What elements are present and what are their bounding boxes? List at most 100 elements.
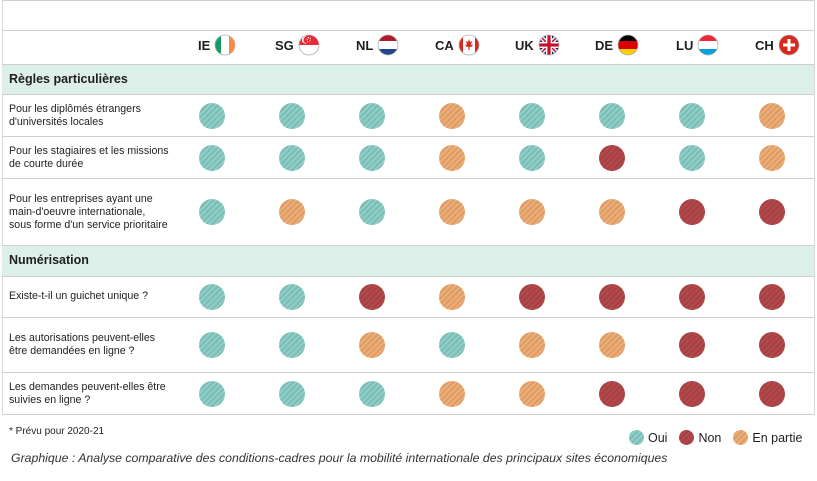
legend-dot-oui — [629, 430, 644, 445]
status-dot-non-lu — [679, 332, 705, 358]
country-header-sg: SG — [275, 31, 321, 59]
status-dot-oui-nl — [359, 381, 385, 407]
status-dot-oui-nl — [359, 199, 385, 225]
status-dot-partie-de — [599, 332, 625, 358]
country-header-uk: UK — [515, 31, 561, 59]
status-dot-non-lu — [679, 381, 705, 407]
status-dot-oui-lu — [679, 145, 705, 171]
status-dot-non-ch — [759, 284, 785, 310]
legend-item-partie: En partie — [733, 430, 802, 445]
status-dot-non-de — [599, 381, 625, 407]
netherlands-flag-icon — [377, 34, 399, 56]
status-dot-partie-ch — [759, 145, 785, 171]
row-border — [2, 414, 814, 415]
status-dot-partie-de — [599, 199, 625, 225]
legend-dot-non — [679, 430, 695, 445]
united-kingdom-flag-icon — [538, 34, 560, 56]
legend-label: En partie — [752, 430, 803, 445]
legend-label: Non — [698, 430, 722, 445]
status-dot-non-lu — [679, 199, 705, 225]
country-code-label: LU — [676, 37, 694, 53]
status-dot-oui-ca — [439, 332, 465, 358]
country-code-label: IE — [198, 37, 211, 53]
status-dot-non-ch — [759, 332, 785, 358]
status-dot-oui-ie — [199, 103, 225, 129]
status-dot-oui-ie — [199, 145, 225, 171]
row-label: Les autorisations peuvent-elles être dem… — [9, 332, 156, 357]
section-title: Numérisation — [9, 253, 89, 267]
status-dot-oui-sg — [279, 103, 305, 129]
status-dot-partie-ca — [439, 284, 465, 310]
section-border — [2, 245, 814, 246]
table-top-border — [2, 0, 814, 1]
table-right-border — [814, 0, 815, 415]
legend: Oui Non En partie — [629, 430, 814, 445]
canada-flag-icon — [458, 34, 480, 56]
row-border — [2, 136, 814, 137]
table-left-border — [2, 0, 3, 415]
status-dot-non-ch — [759, 199, 785, 225]
status-dot-oui-nl — [359, 103, 385, 129]
legend-dot-partie — [733, 430, 749, 445]
status-dot-oui-ie — [199, 381, 225, 407]
status-dot-oui-ie — [199, 332, 225, 358]
status-dot-non-lu — [679, 284, 705, 310]
singapore-flag-icon — [298, 34, 320, 56]
status-dot-oui-sg — [279, 381, 305, 407]
chart-caption: Graphique : Analyse comparative des cond… — [11, 451, 668, 465]
status-dot-partie-uk — [519, 381, 545, 407]
row-border — [2, 178, 814, 179]
status-dot-partie-uk — [519, 199, 545, 225]
row-label: Existe-t-il un guichet unique ? — [9, 290, 148, 302]
status-dot-non-de — [599, 284, 625, 310]
row-label: Pour les entreprises ayant une main-d'oe… — [9, 193, 168, 231]
legend-item-oui: Oui — [629, 430, 667, 445]
status-dot-partie-ch — [759, 103, 785, 129]
section-border — [2, 276, 814, 277]
status-dot-partie-ca — [439, 381, 465, 407]
section-border — [2, 64, 814, 65]
country-code-label: CH — [755, 37, 774, 53]
country-code-label: CA — [435, 37, 454, 53]
country-code-label: SG — [275, 37, 294, 53]
header-top-border — [2, 30, 814, 31]
status-dot-oui-nl — [359, 145, 385, 171]
row-label: Pour les diplômés étrangers d'université… — [9, 103, 141, 128]
country-header-nl: NL — [356, 31, 400, 59]
status-dot-partie-uk — [519, 332, 545, 358]
germany-flag-icon — [617, 34, 639, 56]
status-dot-non-de — [599, 145, 625, 171]
ireland-flag-icon — [214, 34, 236, 56]
status-dot-oui-de — [599, 103, 625, 129]
country-code-label: NL — [356, 37, 374, 53]
footnote: * Prévu pour 2020-21 — [9, 426, 105, 437]
status-dot-non-nl — [359, 284, 385, 310]
status-dot-non-ch — [759, 381, 785, 407]
country-header-ch: CH — [755, 31, 801, 59]
status-dot-partie-ca — [439, 103, 465, 129]
status-dot-partie-ca — [439, 199, 465, 225]
status-dot-oui-uk — [519, 103, 545, 129]
status-dot-oui-ie — [199, 284, 225, 310]
status-dot-partie-ca — [439, 145, 465, 171]
luxembourg-flag-icon — [697, 34, 719, 56]
status-dot-non-uk — [519, 284, 545, 310]
status-dot-partie-sg — [279, 199, 305, 225]
section-band — [2, 245, 814, 276]
section-title: Règles particulières — [9, 72, 128, 86]
section-band — [2, 64, 814, 94]
status-dot-partie-nl — [359, 332, 385, 358]
country-code-label: UK — [515, 37, 534, 53]
section-border — [2, 94, 814, 95]
status-dot-oui-sg — [279, 332, 305, 358]
country-header-ca: CA — [435, 31, 481, 59]
status-dot-oui-uk — [519, 145, 545, 171]
row-border — [2, 317, 814, 318]
country-header-ie: IE — [198, 31, 237, 59]
country-header-de: DE — [595, 31, 640, 59]
switzerland-flag-icon — [778, 34, 800, 56]
legend-item-non: Non — [679, 430, 721, 445]
status-dot-oui-sg — [279, 145, 305, 171]
legend-label: Oui — [648, 430, 668, 445]
